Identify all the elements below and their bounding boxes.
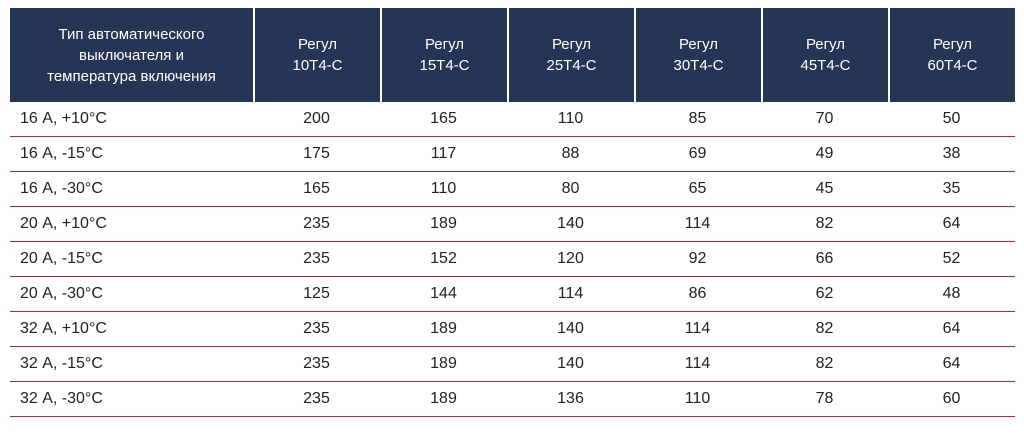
table-cell: 64 bbox=[888, 347, 1015, 382]
table-cell: 82 bbox=[761, 312, 888, 347]
table-cell: 92 bbox=[634, 242, 761, 277]
table-cell: 165 bbox=[253, 172, 380, 207]
table-cell: 65 bbox=[634, 172, 761, 207]
table-cell: 140 bbox=[507, 347, 634, 382]
table-cell: 60 bbox=[888, 382, 1015, 417]
table-cell: 64 bbox=[888, 312, 1015, 347]
header-cell-model: Регул 10Т4-С bbox=[253, 8, 380, 102]
row-label: 16 А, +10°С bbox=[10, 102, 253, 137]
table-row: 32 А, -15°С 235 189 140 114 82 64 bbox=[10, 347, 1015, 382]
table-body: 16 А, +10°С 200 165 110 85 70 50 16 А, -… bbox=[10, 102, 1015, 417]
table-cell: 62 bbox=[761, 277, 888, 312]
table-cell: 110 bbox=[507, 102, 634, 137]
table-row: 20 А, -15°С 235 152 120 92 66 52 bbox=[10, 242, 1015, 277]
row-label: 32 А, -15°С bbox=[10, 347, 253, 382]
table-cell: 140 bbox=[507, 312, 634, 347]
row-label: 16 А, -15°С bbox=[10, 137, 253, 172]
table-cell: 86 bbox=[634, 277, 761, 312]
header-row: Тип автоматического выключателя и темпер… bbox=[10, 8, 1015, 102]
row-label: 20 А, +10°С bbox=[10, 207, 253, 242]
table-cell: 235 bbox=[253, 207, 380, 242]
specs-table: Тип автоматического выключателя и темпер… bbox=[10, 8, 1015, 417]
header-cell-model: Регул 60Т4-С bbox=[888, 8, 1015, 102]
table-cell: 70 bbox=[761, 102, 888, 137]
header-cell-model: Регул 30Т4-С bbox=[634, 8, 761, 102]
table-cell: 52 bbox=[888, 242, 1015, 277]
row-label: 32 А, -30°С bbox=[10, 382, 253, 417]
header-cell-model: Регул 25Т4-С bbox=[507, 8, 634, 102]
table-cell: 88 bbox=[507, 137, 634, 172]
table-cell: 175 bbox=[253, 137, 380, 172]
row-label: 32 А, +10°С bbox=[10, 312, 253, 347]
table-row: 16 А, -15°С 175 117 88 69 49 38 bbox=[10, 137, 1015, 172]
table-cell: 114 bbox=[507, 277, 634, 312]
table-cell: 136 bbox=[507, 382, 634, 417]
table-cell: 80 bbox=[507, 172, 634, 207]
table-cell: 82 bbox=[761, 347, 888, 382]
table-header: Тип автоматического выключателя и темпер… bbox=[10, 8, 1015, 102]
table-cell: 165 bbox=[380, 102, 507, 137]
table-cell: 114 bbox=[634, 207, 761, 242]
table-cell: 140 bbox=[507, 207, 634, 242]
table-cell: 189 bbox=[380, 207, 507, 242]
table-cell: 117 bbox=[380, 137, 507, 172]
table-cell: 48 bbox=[888, 277, 1015, 312]
table-cell: 152 bbox=[380, 242, 507, 277]
table-row: 16 А, -30°С 165 110 80 65 45 35 bbox=[10, 172, 1015, 207]
table-row: 32 А, +10°С 235 189 140 114 82 64 bbox=[10, 312, 1015, 347]
table-cell: 78 bbox=[761, 382, 888, 417]
table-cell: 85 bbox=[634, 102, 761, 137]
table-row: 20 А, +10°С 235 189 140 114 82 64 bbox=[10, 207, 1015, 242]
table-cell: 189 bbox=[380, 347, 507, 382]
header-cell-type: Тип автоматического выключателя и темпер… bbox=[10, 8, 253, 102]
table-cell: 35 bbox=[888, 172, 1015, 207]
header-cell-model: Регул 15Т4-С bbox=[380, 8, 507, 102]
header-cell-model: Регул 45Т4-С bbox=[761, 8, 888, 102]
table-cell: 235 bbox=[253, 382, 380, 417]
table-cell: 38 bbox=[888, 137, 1015, 172]
table-cell: 144 bbox=[380, 277, 507, 312]
table-cell: 235 bbox=[253, 312, 380, 347]
table-cell: 110 bbox=[380, 172, 507, 207]
table-cell: 45 bbox=[761, 172, 888, 207]
table-cell: 110 bbox=[634, 382, 761, 417]
table-cell: 49 bbox=[761, 137, 888, 172]
table-cell: 120 bbox=[507, 242, 634, 277]
row-label: 20 А, -15°С bbox=[10, 242, 253, 277]
table-cell: 235 bbox=[253, 347, 380, 382]
table-cell: 82 bbox=[761, 207, 888, 242]
table-cell: 235 bbox=[253, 242, 380, 277]
table-cell: 50 bbox=[888, 102, 1015, 137]
table-cell: 189 bbox=[380, 382, 507, 417]
table-cell: 189 bbox=[380, 312, 507, 347]
table-cell: 114 bbox=[634, 347, 761, 382]
table-container: Тип автоматического выключателя и темпер… bbox=[10, 8, 1015, 417]
table-cell: 64 bbox=[888, 207, 1015, 242]
table-cell: 114 bbox=[634, 312, 761, 347]
table-cell: 69 bbox=[634, 137, 761, 172]
table-cell: 125 bbox=[253, 277, 380, 312]
table-cell: 200 bbox=[253, 102, 380, 137]
table-row: 16 А, +10°С 200 165 110 85 70 50 bbox=[10, 102, 1015, 137]
table-cell: 66 bbox=[761, 242, 888, 277]
row-label: 16 А, -30°С bbox=[10, 172, 253, 207]
table-row: 32 А, -30°С 235 189 136 110 78 60 bbox=[10, 382, 1015, 417]
table-row: 20 А, -30°С 125 144 114 86 62 48 bbox=[10, 277, 1015, 312]
row-label: 20 А, -30°С bbox=[10, 277, 253, 312]
